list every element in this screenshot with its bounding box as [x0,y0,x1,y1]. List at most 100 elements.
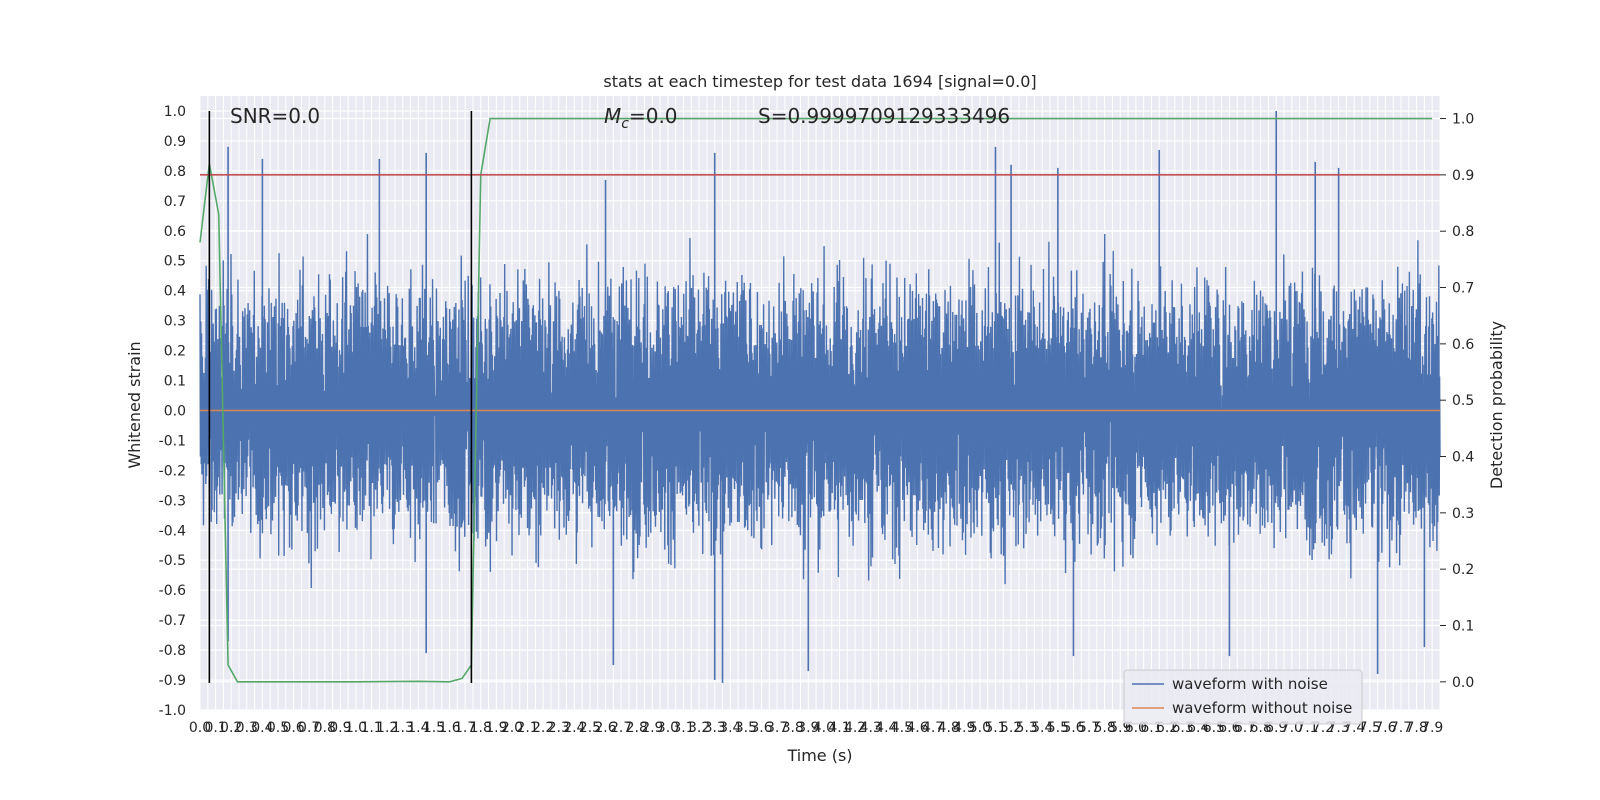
x-tick-label: 3.3 [704,720,726,736]
x-tick-label: 0.3 [236,720,258,736]
snr-annotation: SNR=0.0 [230,104,320,128]
x-tick-label: 7.8 [1405,720,1427,736]
y-tick-label: -0.3 [159,493,186,509]
y-tick-label: 0.8 [164,164,186,180]
x-tick-label: 4.8 [938,720,960,736]
x-tick-label: 3.9 [797,720,819,736]
y-tick-label: -0.1 [159,433,186,449]
x-tick-label: 4.0 [813,720,835,736]
y-tick-label: 0.7 [164,194,186,210]
x-tick-label: 2.7 [610,720,632,736]
x-tick-label: 7.7 [1390,720,1412,736]
x-tick-label: 2.5 [579,720,601,736]
x-tick-label: 4.4 [875,720,897,736]
y-tick-label: -1.0 [159,703,186,719]
x-tick-label: 0.2 [220,720,242,736]
y2-tick-label: 0.2 [1452,562,1474,578]
x-tick-label: 2.9 [641,720,663,736]
y2-tick-label: 0.4 [1452,450,1474,466]
x-tick-label: 3.7 [766,720,788,736]
x-tick-label: 5.6 [1062,720,1084,736]
x-tick-label: 1.5 [423,720,445,736]
chart-title: stats at each timestep for test data 169… [603,72,1036,91]
y-tick-label: -0.7 [159,613,186,629]
y-tick-label: -0.5 [159,553,186,569]
x-tick-label: 3.4 [719,720,741,736]
x-tick-label: 0.1 [204,720,226,736]
waveform-with-noise-series [199,110,1441,684]
x-tick-label: 3.5 [735,720,757,736]
x-tick-label: 3.8 [782,720,804,736]
y2-tick-label: 0.3 [1452,506,1474,522]
y-tick-label: 0.3 [164,314,186,330]
y2-tick-label: 0.8 [1452,224,1474,240]
y2-tick-label: 1.0 [1452,112,1474,128]
x-tick-label: 0.7 [298,720,320,736]
x-tick-label: 0.9 [329,720,351,736]
x-tick-label: 2.0 [501,720,523,736]
x-tick-label: 0.4 [251,720,273,736]
mc-subscript: c [621,116,629,132]
y2-axis-label: Detection probability [1487,321,1506,489]
x-tick-label: 2.4 [563,720,585,736]
ticks: 0.00.10.20.30.40.50.60.70.80.91.01.11.21… [159,104,1475,736]
waveform-with-noise-line [199,234,1441,588]
x-tick-label: 7.9 [1421,720,1443,736]
legend: waveform with noise waveform without noi… [1123,669,1363,725]
y-tick-label: 0.9 [164,134,186,150]
legend-box [1123,669,1363,725]
x-tick-label: 4.1 [828,720,850,736]
x-tick-label: 1.2 [376,720,398,736]
x-tick-label: 3.1 [672,720,694,736]
x-tick-label: 5.8 [1094,720,1116,736]
legend-clean-label: waveform without noise [1172,699,1352,717]
x-tick-label: 1.8 [470,720,492,736]
x-tick-label: 3.2 [688,720,710,736]
y2-tick-label: 0.9 [1452,168,1474,184]
x-tick-label: 5.5 [1047,720,1069,736]
y2-tick-label: 0.0 [1452,675,1474,691]
mc-annotation: Mc=0.0 [604,104,678,132]
x-tick-label: 5.2 [1000,720,1022,736]
y-tick-label: -0.6 [159,583,186,599]
x-tick-label: 5.0 [969,720,991,736]
series-line-2 [199,117,1433,683]
x-tick-label: 4.7 [922,720,944,736]
x-tick-label: 7.6 [1374,720,1396,736]
y-tick-label: 0.0 [164,403,186,419]
y-tick-label: -0.4 [159,523,186,539]
x-tick-label: 2.1 [516,720,538,736]
x-tick-label: 0.6 [282,720,304,736]
x-tick-label: 1.6 [438,720,460,736]
x-tick-label: 1.9 [485,720,507,736]
x-tick-label: 1.7 [454,720,476,736]
y2-tick-label: 0.7 [1452,281,1474,297]
y-tick-label: -0.9 [159,673,186,689]
x-tick-label: 5.3 [1016,720,1038,736]
x-tick-label: 0.8 [314,720,336,736]
x-tick-label: 4.5 [891,720,913,736]
x-tick-label: 4.6 [906,720,928,736]
mc-value: =0.0 [629,104,678,128]
legend-noise-label: waveform with noise [1172,675,1328,693]
s-annotation: S=0.9999709129333496 [758,104,1010,128]
x-tick-label: 3.6 [750,720,772,736]
x-tick-label: 1.0 [345,720,367,736]
y-tick-label: 1.0 [164,104,186,120]
y-tick-label: 0.5 [164,254,186,270]
y-tick-label: 0.2 [164,344,186,360]
x-tick-label: 2.2 [532,720,554,736]
mc-symbol: M [604,104,621,128]
x-tick-label: 3.0 [657,720,679,736]
series-lines [199,110,1440,684]
y2-tick-label: 0.6 [1452,337,1474,353]
x-tick-label: 4.3 [860,720,882,736]
x-tick-label: 4.9 [953,720,975,736]
x-tick-label: 5.1 [984,720,1006,736]
x-tick-label: 5.4 [1031,720,1053,736]
x-tick-label: 1.3 [392,720,414,736]
y2-tick-label: 0.5 [1452,393,1474,409]
x-axis-label: Time (s) [786,746,852,765]
y-tick-label: 0.4 [164,284,186,300]
